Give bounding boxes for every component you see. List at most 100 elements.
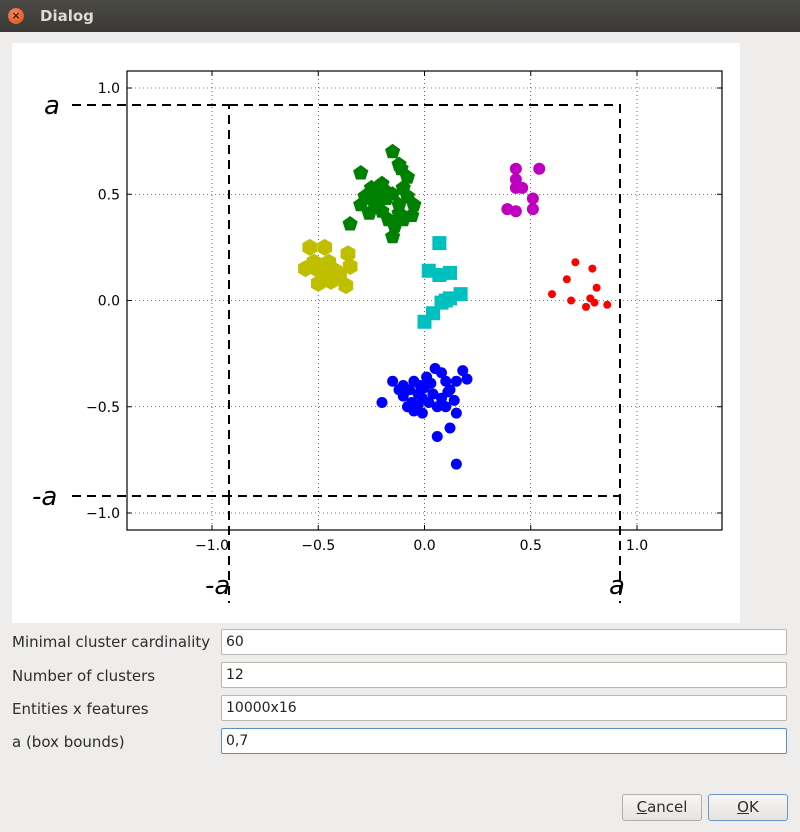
close-icon[interactable]: × [8,8,24,24]
x-tick-label: −1.0 [195,538,229,554]
box-bounds-rect [228,104,621,497]
data-point-pentagon [365,192,382,208]
data-point-circle [548,290,556,299]
label-min-cluster-cardinality: Minimal cluster cardinality [12,633,211,651]
data-point-pentagon [353,196,369,212]
data-point-pentagon [342,216,358,231]
data-point-circle [376,397,388,408]
data-point-hexagon [310,275,326,292]
data-point-pentagon [385,228,401,244]
data-point-square [443,291,457,306]
data-point-pentagon [385,143,401,159]
data-point-hexagon [308,260,324,278]
y-tick-label: −0.5 [86,400,120,416]
data-point-circle [431,401,443,413]
data-point-circle [444,422,456,434]
data-point-pentagon [406,196,422,212]
data-point-circle [461,373,473,385]
data-point-hexagon [323,272,339,290]
data-point-circle [590,298,599,307]
data-point-circle [588,264,597,273]
data-point-square [432,268,447,282]
number-of-clusters-input[interactable] [221,662,787,688]
data-point-circle [440,375,452,387]
min-cluster-cardinality-input[interactable] [221,629,787,655]
data-point-circle [603,300,612,309]
data-point-circle [533,162,546,175]
label-number-of-clusters: Number of clusters [12,667,156,685]
data-point-square [432,236,447,251]
label-entities-features: Entities x features [12,700,149,718]
data-point-pentagon [404,207,420,222]
cancel-button[interactable]: Cancel [622,794,702,821]
plot-frame [126,70,723,531]
data-point-circle [387,375,399,387]
box-label-bottom-left: -a [205,571,230,601]
x-tick-label: −0.5 [301,538,335,554]
data-point-circle [516,181,529,194]
data-point-circle [431,431,443,442]
data-point-pentagon [353,165,369,180]
label-box-bounds: a (box bounds) [12,733,125,751]
data-point-circle [450,407,462,419]
data-point-circle [562,275,571,284]
data-point-pentagon [393,160,409,176]
box-bounds-input[interactable] [221,728,787,754]
data-point-circle [436,367,447,379]
data-point-pentagon [376,182,392,197]
data-point-square [417,314,432,329]
x-tick-label: 0.0 [413,538,435,554]
data-point-hexagon [338,277,354,295]
title-bar: × Dialog [0,0,800,32]
data-point-circle [582,302,590,311]
ok-mnemonic: O [737,798,749,816]
data-point-circle [442,386,454,398]
ok-label-rest: K [748,798,759,816]
scatter-plot: −1.0 −0.5 0.0 0.5 1.0 1.0 0.5 0.0 −0.5 −1.0 a -a -a a [32,70,723,603]
y-tick-label: 1.0 [98,81,120,97]
data-point-circle [450,375,462,387]
data-point-pentagon [391,196,407,212]
data-point-circle [448,394,460,406]
box-label-bottom-right: a [609,571,625,601]
data-point-pentagon [391,205,407,220]
data-point-square [443,265,457,280]
data-point-circle [592,283,601,292]
data-point-hexagon [302,238,318,256]
data-point-circle [427,388,439,400]
data-point-square [421,263,436,278]
data-point-hexagon [340,245,356,263]
data-point-circle [414,380,426,391]
data-point-circle [509,173,522,186]
data-point-circle [526,192,539,205]
plot-panel: −1.0 −0.5 0.0 0.5 1.0 1.0 0.5 0.0 −0.5 −1.0 a -a -a a [12,43,740,623]
cancel-mnemonic: C [636,798,648,816]
y-tick-label: 0.0 [98,294,120,310]
data-point-circle [408,405,420,417]
data-point-circle [440,401,452,413]
data-point-circle [457,365,469,377]
ok-button[interactable]: OK [708,794,788,821]
data-point-circle [416,407,428,419]
y-tick-label: −1.0 [86,506,120,522]
y-tick-label: 0.5 [98,187,120,203]
data-point-circle [509,205,522,218]
x-tick-label: 1.0 [626,538,648,554]
x-tick-label: 0.5 [520,538,542,554]
data-point-square [453,287,468,302]
data-point-circle [567,296,576,305]
entities-features-input[interactable] [221,695,787,721]
data-point-circle [421,371,433,383]
data-point-hexagon [317,238,332,256]
data-point-circle [397,380,409,391]
data-point-circle [416,392,428,404]
cancel-label-rest: ancel [647,798,688,816]
data-point-circle [526,203,539,216]
box-label-left-top: a [44,91,60,121]
data-point-circle [571,258,580,267]
data-point-circle [406,397,418,408]
window-title: Dialog [40,7,94,25]
data-point-circle [450,458,462,470]
box-label-left-bottom: -a [32,482,57,512]
data-point-circle [509,162,522,175]
